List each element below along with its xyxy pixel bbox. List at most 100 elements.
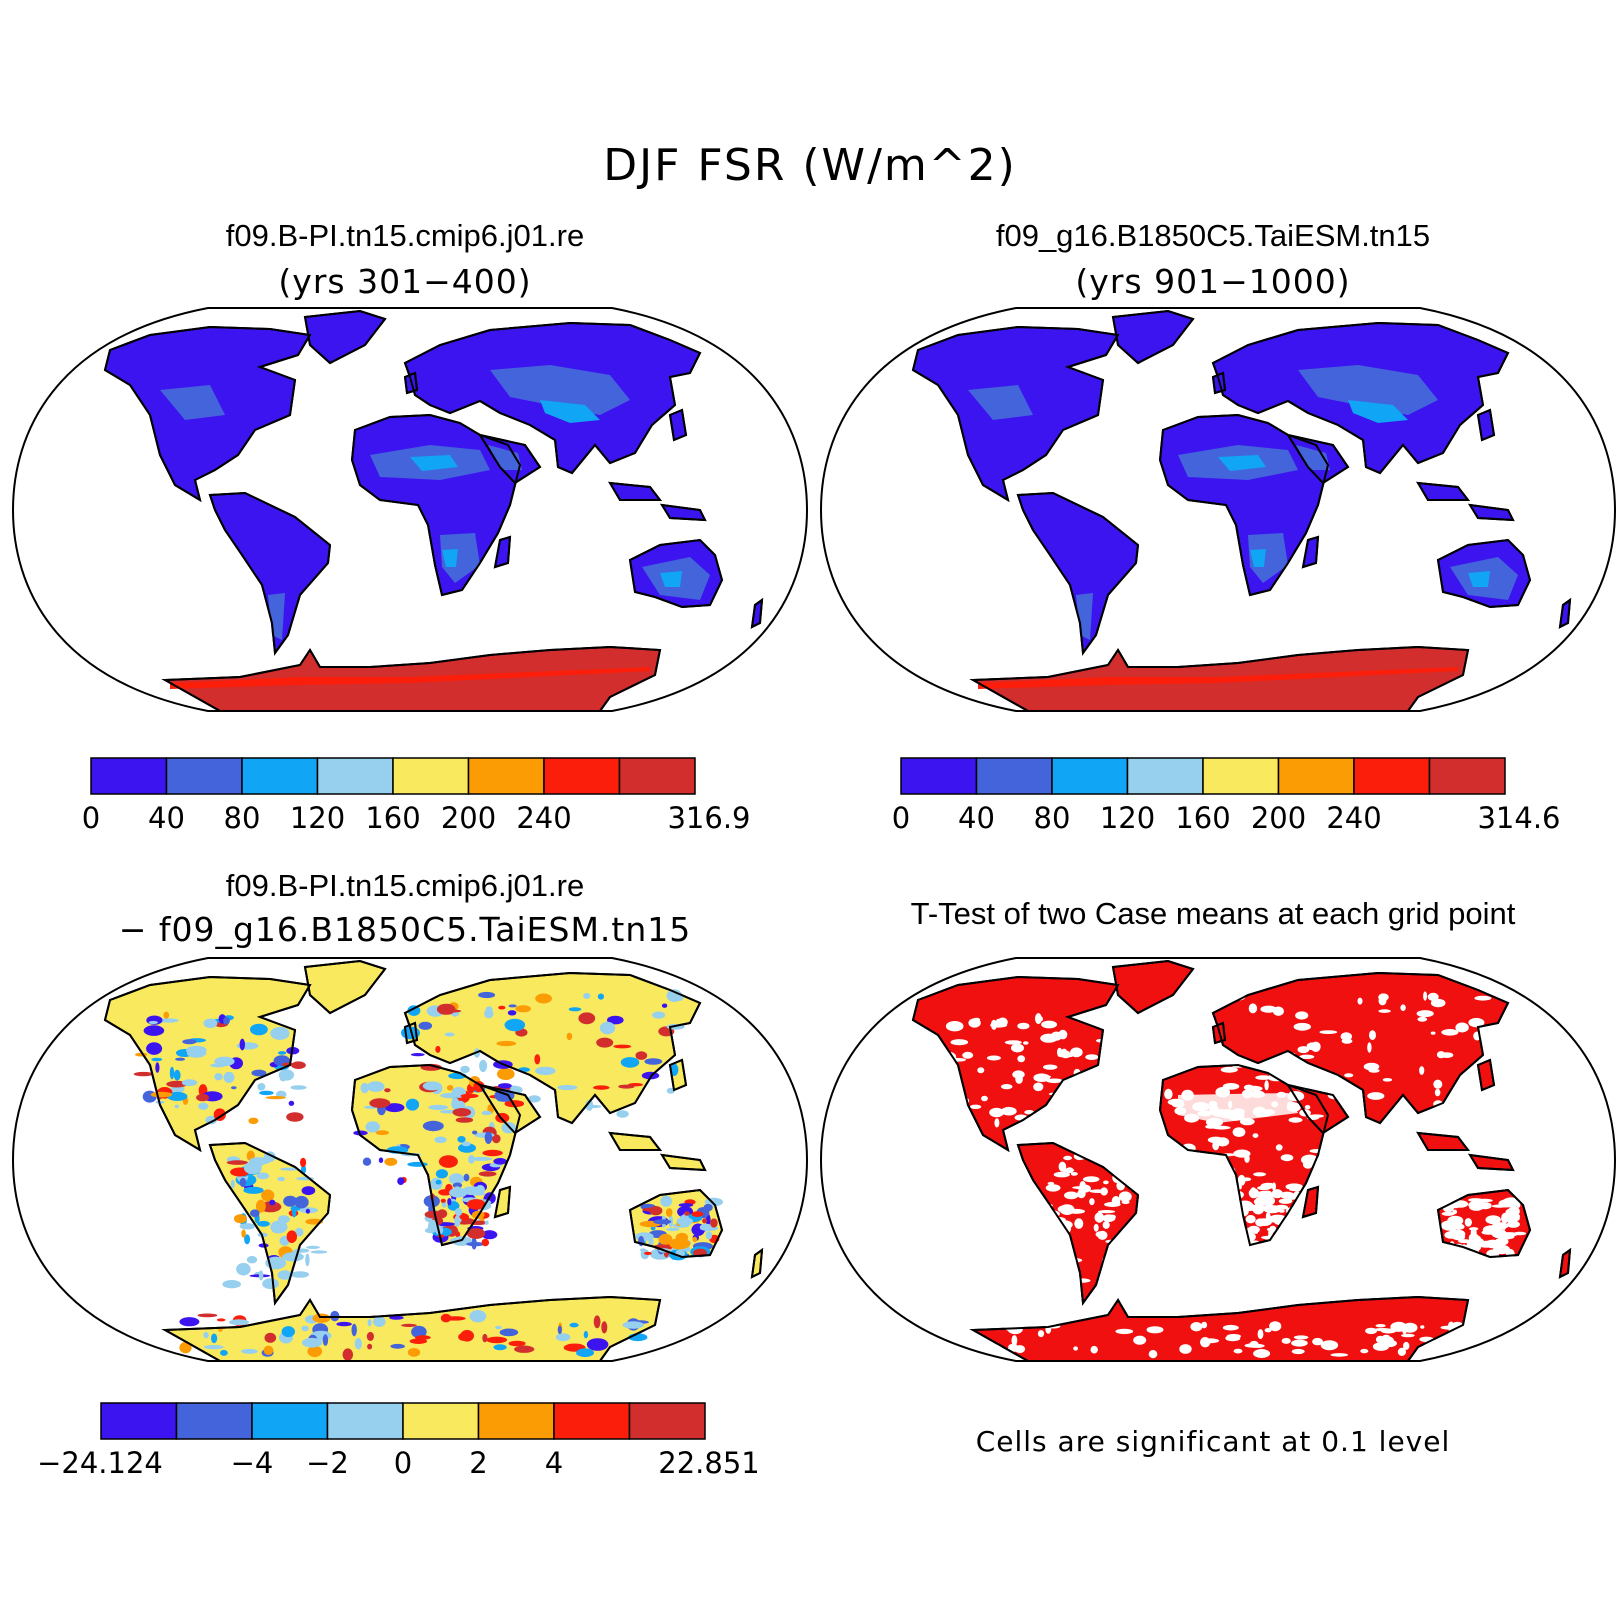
japan-coastline <box>668 408 688 442</box>
nonsignificant-cell <box>1357 997 1363 1005</box>
diff-cell <box>583 1330 589 1339</box>
diff-cell <box>455 1117 474 1123</box>
diff-cell <box>390 1343 406 1349</box>
nonsignificant-cell <box>1312 1337 1324 1346</box>
nonsignificant-cell <box>1495 1237 1509 1246</box>
nonsignificant-cell <box>1430 1031 1436 1035</box>
figure-title: DJF FSR (W/m^2) <box>603 140 1017 191</box>
diff-cell <box>634 1232 654 1241</box>
nonsignificant-cell <box>1023 1041 1029 1045</box>
diff-cell <box>584 1104 602 1109</box>
australia-coastline <box>628 1188 724 1259</box>
nonsignificant-cell <box>1111 1196 1121 1206</box>
diff-cell <box>557 1084 578 1091</box>
diff-cell <box>270 1026 290 1040</box>
diff-cell <box>205 1115 217 1125</box>
nonsignificant-cell <box>1057 1205 1075 1214</box>
diff-cell <box>306 1245 320 1249</box>
nonsignificant-cell <box>950 1039 969 1046</box>
diff-cell <box>307 1345 323 1358</box>
nonsignificant-cell <box>1360 1348 1369 1354</box>
nonsignificant-cell <box>1121 1154 1126 1159</box>
diff-cell <box>407 1005 421 1016</box>
diff-cell <box>397 1177 405 1185</box>
nonsignificant-cell <box>1367 1092 1385 1100</box>
indonesia-b-coastline <box>1468 503 1515 522</box>
diff-cell <box>291 1061 306 1069</box>
nonsignificant-cell <box>1090 1345 1098 1354</box>
nonsignificant-cell <box>1468 1198 1483 1202</box>
diff-cell <box>203 1018 218 1029</box>
diff-cell <box>277 1215 290 1224</box>
diff-cell <box>622 1321 644 1329</box>
nonsignificant-cell <box>1082 1176 1100 1183</box>
uk-coastline <box>403 371 419 395</box>
colorbar-box-1 <box>975 757 1053 795</box>
eurasia-coastline <box>1211 971 1510 1125</box>
nonsignificant-cell <box>1118 1191 1132 1202</box>
nonsignificant-cell <box>1209 1165 1225 1171</box>
diff-cell <box>466 1242 485 1247</box>
diff-cell <box>692 1236 698 1243</box>
diff-cell <box>286 1112 304 1122</box>
diff-cell <box>241 1229 246 1238</box>
nonsignificant-cell <box>1017 1055 1026 1063</box>
diff-cell <box>618 1084 635 1089</box>
diff-cell <box>259 1090 274 1096</box>
diff-cell <box>218 1328 223 1332</box>
nonsignificant-cell <box>1148 1350 1158 1359</box>
africa-coastline <box>1158 413 1330 597</box>
nonsignificant-cell <box>1037 1330 1045 1338</box>
nonsignificant-cell <box>1289 1188 1303 1192</box>
diff-cell <box>535 993 552 1004</box>
nonsignificant-cell <box>1244 1343 1263 1348</box>
diff-cell <box>653 1219 672 1225</box>
nonsignificant-cell <box>995 1018 1001 1027</box>
south-america-coastline <box>208 491 332 656</box>
diff-cell <box>223 1016 230 1025</box>
diff-cell <box>466 1199 486 1210</box>
japan-coastline <box>668 1058 688 1092</box>
nonsignificant-cell <box>1365 1327 1378 1335</box>
indonesia-b-coastline <box>1468 1153 1515 1172</box>
diff-cell <box>375 1130 389 1136</box>
diff-cell <box>288 1100 295 1106</box>
colorbar-tick-label: 200 <box>440 801 497 835</box>
nonsignificant-cell <box>986 1055 1001 1061</box>
nonsignificant-cell <box>1420 1325 1425 1329</box>
diff-cell <box>527 1095 541 1103</box>
colorbar-tick-label: −4 <box>230 1446 274 1480</box>
nonsignificant-cell <box>1222 1324 1239 1331</box>
antarctica-coastline <box>161 1295 662 1361</box>
nonsignificant-cell <box>1308 1114 1324 1118</box>
nonsignificant-cell <box>1458 1239 1471 1244</box>
diff-cell <box>435 1045 441 1053</box>
diff-cell <box>555 1333 571 1342</box>
nonsignificant-cell <box>1086 1104 1102 1110</box>
japan-coastline <box>1476 1058 1496 1092</box>
diff-cell <box>182 1039 197 1045</box>
diff-cell <box>367 1343 373 1350</box>
diff-cell <box>257 1220 270 1227</box>
nonsignificant-cell <box>1232 1191 1244 1199</box>
diff-cell <box>504 1018 526 1032</box>
diff-cell <box>440 1313 452 1323</box>
central-asia-band <box>490 365 630 415</box>
namibia-core <box>1250 549 1266 567</box>
diff-cell <box>578 1012 596 1025</box>
map-case1 <box>11 307 809 712</box>
diff-cell <box>222 1280 241 1289</box>
nonsignificant-cell <box>1164 1088 1173 1100</box>
diff-cell <box>435 1179 442 1185</box>
colorbar-box-7 <box>1428 757 1506 795</box>
newzealand-coastline <box>750 597 764 629</box>
nonsignificant-cell <box>1497 1233 1515 1240</box>
eurasia-coastline <box>403 971 702 1125</box>
diff-cell <box>635 1051 648 1060</box>
nonsignificant-cell <box>1063 1155 1072 1161</box>
diff-cell <box>409 1338 428 1344</box>
newzealand-coastline <box>750 1247 764 1279</box>
nonsignificant-cell <box>1293 1335 1309 1340</box>
japan-coastline <box>1476 408 1496 442</box>
diff-cell <box>233 1214 247 1224</box>
